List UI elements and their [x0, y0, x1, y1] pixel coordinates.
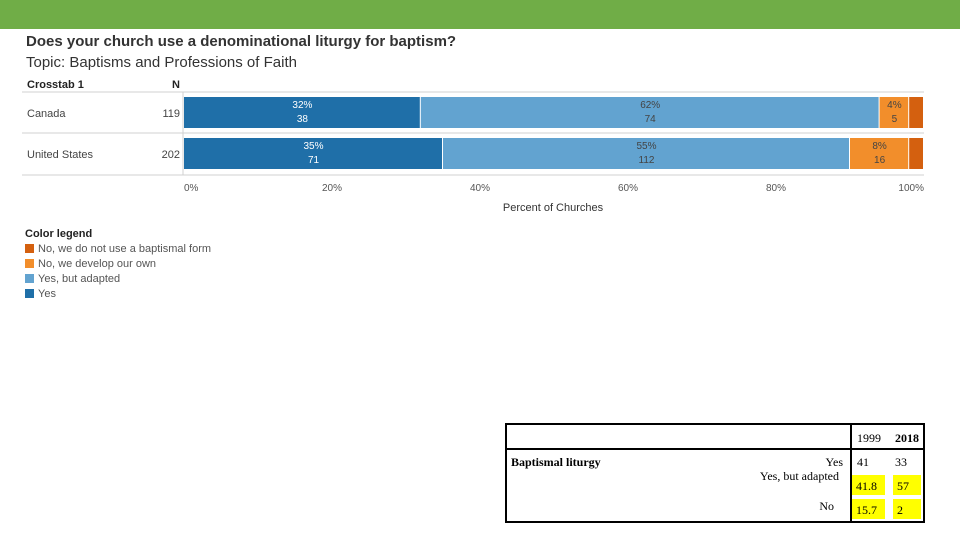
x-tick-label: 60%	[618, 183, 638, 194]
table-cell-yes-1999: 41	[857, 455, 869, 469]
crosstab-header: Crosstab 1	[27, 79, 84, 91]
x-tick-label: 100%	[898, 183, 924, 194]
legend-label: Yes, but adapted	[38, 273, 121, 285]
header-bar	[0, 0, 960, 29]
data-label-percent: 8%	[872, 141, 887, 152]
x-axis-label: Percent of Churches	[503, 202, 604, 214]
legend-title: Color legend	[25, 228, 93, 240]
data-label-percent: 35%	[303, 141, 323, 152]
legend-swatch-yes-adapted	[25, 274, 34, 283]
table-row-name-yes: Yes	[825, 455, 843, 469]
data-label-count: 71	[308, 155, 320, 166]
category-label: United States	[27, 149, 94, 161]
bar-segment	[850, 138, 909, 169]
data-label-percent: 55%	[636, 141, 656, 152]
x-tick-label: 20%	[322, 183, 342, 194]
n-header: N	[172, 79, 180, 91]
bar-segment	[443, 138, 849, 169]
table-divider-horizontal	[507, 448, 923, 450]
legend-swatch-no-form	[25, 244, 34, 253]
table-divider-vertical	[850, 425, 852, 521]
data-label-count: 38	[297, 114, 309, 125]
data-label-count: 16	[874, 155, 886, 166]
table-cell-no-1999: 15.7	[852, 499, 885, 519]
data-label-percent: 62%	[640, 100, 660, 111]
bar-segment	[909, 97, 923, 128]
bar-segment	[184, 138, 442, 169]
chart-subtitle: Topic: Baptisms and Professions of Faith	[26, 54, 297, 71]
legend-label: No, we develop our own	[38, 258, 157, 270]
table-cell-no-2018: 2	[893, 499, 921, 519]
stacked-bar-chart: Canada 119 32% 38 62% 74 4% 5 United States 202 35…	[22, 91, 924, 214]
table-year-1999: 1999	[857, 431, 881, 445]
n-value: 202	[162, 149, 180, 161]
bar-segment	[184, 97, 420, 128]
legend-label: No, we do not use a baptismal form	[38, 243, 212, 255]
bar-segment	[420, 97, 879, 128]
bar-segment	[909, 138, 923, 169]
data-label-count: 74	[645, 114, 657, 125]
legend-item-no-form: No, we do not use a baptismal form	[25, 243, 211, 255]
table-cell-yes-2018: 33	[895, 455, 907, 469]
category-label: Canada	[27, 108, 66, 120]
comparison-table: 1999 2018 Baptismal liturgy Yes Yes, but…	[505, 423, 925, 523]
data-label-count: 5	[892, 114, 898, 125]
x-tick-label: 80%	[766, 183, 786, 194]
legend-label: Yes	[38, 288, 56, 300]
legend-swatch-yes	[25, 289, 34, 298]
n-value: 119	[162, 108, 180, 120]
legend-item-develop-own: No, we develop our own	[25, 258, 156, 270]
data-label-percent: 32%	[292, 100, 312, 111]
bar-segment	[879, 97, 909, 128]
legend-item-yes: Yes	[25, 288, 56, 300]
table-row-name-no: No	[819, 499, 834, 513]
table-year-2018: 2018	[895, 431, 919, 445]
x-tick-label: 40%	[470, 183, 490, 194]
data-label-count: 112	[639, 155, 655, 166]
chart-title: Does your church use a denominational li…	[26, 33, 457, 50]
table-cell-adapted-1999: 41.8	[852, 475, 885, 495]
table-row-name-yes-adapted: Yes, but adapted	[759, 469, 839, 483]
table-row-label: Baptismal liturgy	[511, 455, 601, 469]
legend-swatch-develop-own	[25, 259, 34, 268]
data-label-percent: 4%	[887, 100, 902, 111]
table-cell-adapted-2018: 57	[893, 475, 921, 495]
x-tick-label: 0%	[184, 183, 199, 194]
legend-item-yes-adapted: Yes, but adapted	[25, 273, 120, 285]
